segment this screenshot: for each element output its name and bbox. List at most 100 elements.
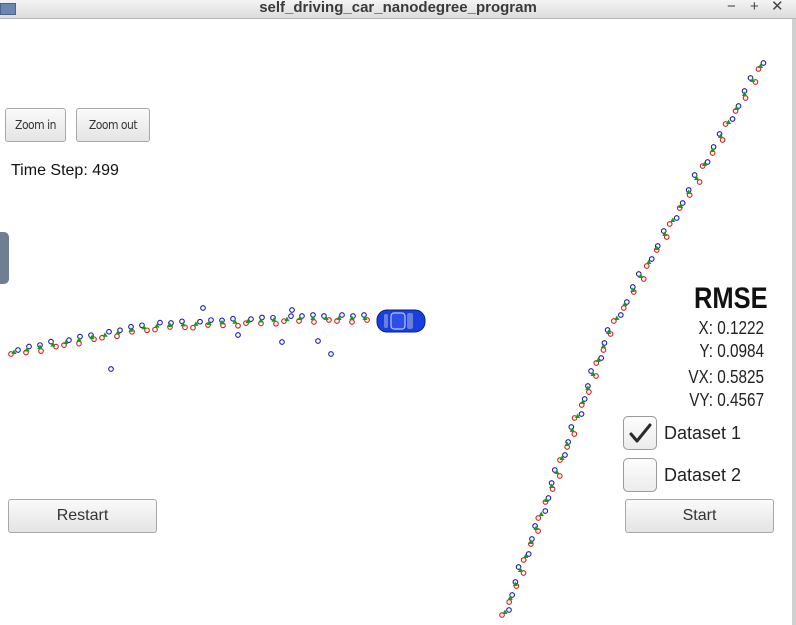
estimate-marker xyxy=(533,525,539,530)
lidar-marker xyxy=(273,320,279,327)
estimate-marker xyxy=(310,315,316,320)
start-button[interactable]: Start xyxy=(625,499,774,533)
estimate-marker xyxy=(76,337,82,342)
estimate-marker xyxy=(757,63,764,68)
radar-marker xyxy=(648,256,655,262)
estimate-marker xyxy=(523,553,529,558)
estimate-marker xyxy=(284,316,290,322)
window-right-border xyxy=(792,19,796,625)
car-windshield xyxy=(407,313,413,329)
radar-marker xyxy=(26,343,32,350)
radar-marker xyxy=(106,328,112,335)
app-icon xyxy=(0,3,16,15)
estimate-marker xyxy=(115,329,121,335)
lidar-marker xyxy=(535,528,541,534)
estimate-marker xyxy=(694,175,700,180)
radar-marker xyxy=(581,396,588,402)
zoom-in-button[interactable]: Zoom in xyxy=(5,108,66,142)
estimate-marker xyxy=(646,259,652,264)
window-title: self_driving_car_nanodegree_program xyxy=(259,0,537,16)
estimate-marker xyxy=(232,319,238,324)
estimate-marker xyxy=(574,413,581,418)
lidar-marker xyxy=(742,95,749,101)
estimate-marker xyxy=(702,161,708,166)
rmse-vx: VX: 0.5825 xyxy=(688,367,764,387)
lidar-marker xyxy=(520,557,527,563)
estimate-marker xyxy=(502,609,508,614)
radar-marker xyxy=(691,172,698,178)
radar-marker xyxy=(515,564,522,570)
lidar-marker xyxy=(696,179,703,185)
lidar-marker xyxy=(571,431,578,437)
estimate-marker xyxy=(507,595,513,600)
close-button[interactable]: ✕ xyxy=(771,0,784,15)
radar-marker xyxy=(673,215,680,221)
estimate-marker xyxy=(258,317,264,323)
simulation-canvas xyxy=(8,60,767,618)
radar-marker xyxy=(208,317,214,323)
dataset-2-checkbox[interactable] xyxy=(623,458,657,492)
zoom-out-button[interactable]: Zoom out xyxy=(76,108,150,142)
rmse-title: RMSE xyxy=(694,282,768,315)
maximize-button[interactable]: + xyxy=(750,0,759,15)
lidar-marker xyxy=(334,318,340,324)
estimate-marker xyxy=(206,320,212,326)
estimate-marker xyxy=(569,427,575,432)
lidar-marker xyxy=(556,473,563,479)
estimate-marker xyxy=(89,334,95,340)
radar-marker xyxy=(588,368,594,374)
estimate-marker xyxy=(167,322,173,327)
estimate-marker xyxy=(37,344,43,350)
estimate-marker xyxy=(528,539,534,544)
estimate-marker xyxy=(670,217,676,222)
radar-marker xyxy=(704,159,711,165)
radar-marker xyxy=(623,299,630,305)
radar-marker xyxy=(617,312,624,318)
estimate-marker xyxy=(193,321,199,326)
estimate-marker xyxy=(686,189,692,194)
radar-marker xyxy=(509,592,516,598)
radar-marker xyxy=(562,452,568,458)
estimate-marker xyxy=(362,315,368,320)
estimate-marker xyxy=(590,371,596,376)
lidar-marker xyxy=(666,221,673,227)
radar-marker xyxy=(197,318,203,325)
radar-marker xyxy=(315,338,321,344)
restart-button[interactable]: Restart xyxy=(8,499,157,533)
radar-marker xyxy=(551,467,558,473)
estimate-marker xyxy=(549,483,555,488)
estimate-marker xyxy=(271,317,277,322)
lidar-marker xyxy=(520,570,527,576)
estimate-marker xyxy=(585,385,591,390)
lidar-marker xyxy=(311,319,317,325)
radar-marker xyxy=(279,339,285,345)
estimate-marker xyxy=(564,441,570,446)
estimate-marker xyxy=(245,318,251,324)
lidar-marker xyxy=(663,234,670,240)
radar-marker xyxy=(157,319,163,326)
radar-marker xyxy=(506,607,512,613)
estimate-marker xyxy=(323,315,329,320)
lidar-marker xyxy=(235,322,241,329)
lidar-marker xyxy=(586,389,592,395)
radar-marker xyxy=(235,332,241,338)
radar-marker xyxy=(139,322,145,329)
radar-marker xyxy=(735,103,742,109)
rmse-y: Y: 0.0984 xyxy=(699,341,764,361)
lidar-marker xyxy=(610,318,617,324)
estimate-marker xyxy=(554,469,560,474)
radar-marker xyxy=(729,116,736,122)
estimate-marker xyxy=(600,343,607,348)
estimate-marker xyxy=(606,329,612,334)
minimize-button[interactable]: − xyxy=(727,0,736,15)
lidar-marker xyxy=(600,347,607,353)
rmse-vy: VY: 0.4567 xyxy=(689,390,764,410)
dataset-1-checkbox[interactable] xyxy=(623,416,657,450)
estimate-marker xyxy=(543,497,550,502)
lidar-marker xyxy=(499,612,505,618)
side-panel-handle[interactable] xyxy=(0,232,9,284)
lidar-marker xyxy=(349,319,355,325)
lidar-marker xyxy=(719,137,726,143)
radar-marker xyxy=(760,60,767,66)
lidar-marker xyxy=(61,342,67,348)
